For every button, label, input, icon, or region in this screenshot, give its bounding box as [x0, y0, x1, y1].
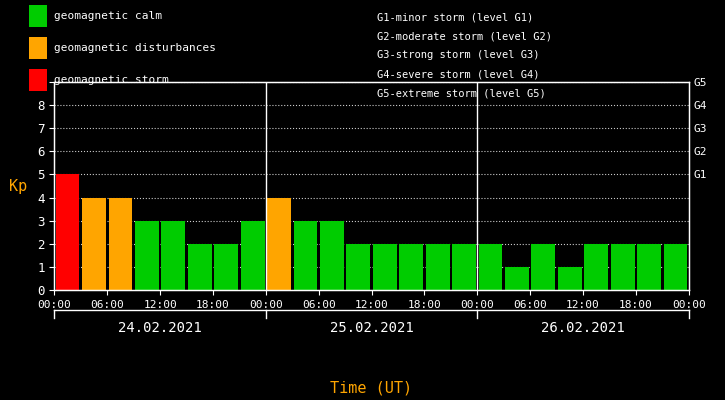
Bar — [241, 221, 265, 290]
Bar — [558, 267, 581, 290]
Bar — [215, 244, 238, 290]
Text: G5-extreme storm (level G5): G5-extreme storm (level G5) — [377, 89, 546, 99]
Bar — [452, 244, 476, 290]
Text: geomagnetic storm: geomagnetic storm — [54, 75, 169, 85]
Bar — [267, 198, 291, 290]
Bar — [531, 244, 555, 290]
Text: G3-strong storm (level G3): G3-strong storm (level G3) — [377, 50, 539, 60]
Text: 24.02.2021: 24.02.2021 — [118, 321, 202, 335]
Bar — [347, 244, 370, 290]
Text: G1-minor storm (level G1): G1-minor storm (level G1) — [377, 12, 534, 22]
Text: G4-severe storm (level G4): G4-severe storm (level G4) — [377, 70, 539, 80]
Bar — [584, 244, 608, 290]
Bar — [188, 244, 212, 290]
Bar — [426, 244, 450, 290]
Bar — [82, 198, 106, 290]
Bar — [320, 221, 344, 290]
Bar — [505, 267, 529, 290]
Bar — [109, 198, 133, 290]
Text: geomagnetic calm: geomagnetic calm — [54, 11, 162, 21]
Bar — [399, 244, 423, 290]
Bar — [610, 244, 634, 290]
Bar — [135, 221, 159, 290]
Text: geomagnetic disturbances: geomagnetic disturbances — [54, 43, 216, 53]
Bar — [478, 244, 502, 290]
Text: Kp: Kp — [9, 178, 28, 194]
Text: 26.02.2021: 26.02.2021 — [541, 321, 625, 335]
Text: 25.02.2021: 25.02.2021 — [330, 321, 413, 335]
Bar — [294, 221, 318, 290]
Text: Time (UT): Time (UT) — [331, 380, 413, 396]
Bar — [162, 221, 185, 290]
Text: G2-moderate storm (level G2): G2-moderate storm (level G2) — [377, 31, 552, 41]
Bar — [56, 174, 80, 290]
Bar — [637, 244, 661, 290]
Bar — [663, 244, 687, 290]
Bar — [373, 244, 397, 290]
